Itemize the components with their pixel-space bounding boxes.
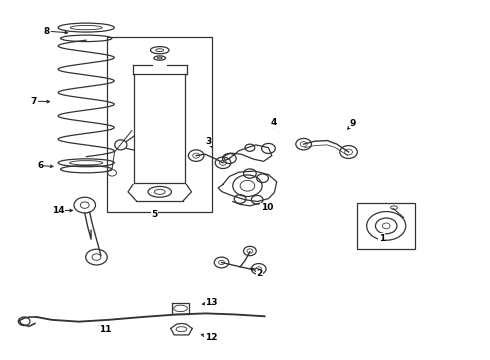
Text: 14: 14 — [52, 206, 65, 215]
Text: 7: 7 — [31, 96, 37, 105]
Bar — [357, 203, 415, 249]
Text: 3: 3 — [205, 137, 212, 146]
Text: 1: 1 — [379, 234, 385, 243]
Text: 2: 2 — [257, 269, 263, 278]
Text: 6: 6 — [38, 161, 44, 170]
Text: 9: 9 — [349, 119, 356, 128]
Text: 12: 12 — [204, 333, 217, 342]
Text: 5: 5 — [151, 210, 158, 219]
Text: 8: 8 — [44, 27, 50, 36]
Text: 11: 11 — [99, 325, 112, 334]
Text: 10: 10 — [261, 203, 273, 212]
Text: 4: 4 — [270, 118, 276, 127]
Text: 13: 13 — [205, 298, 218, 307]
Bar — [107, 37, 212, 212]
